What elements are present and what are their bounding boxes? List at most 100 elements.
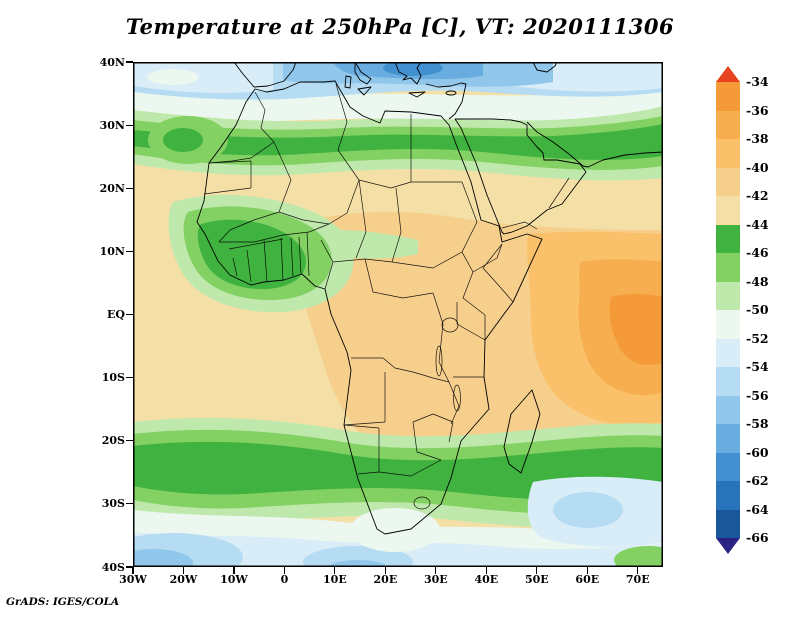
- field-cape-pale: [350, 508, 440, 552]
- colorbar-band: [716, 452, 740, 481]
- colorbar-band: [716, 224, 740, 253]
- lon-tick-label: 70E: [625, 573, 650, 586]
- lat-tick-label: 20S: [101, 434, 125, 448]
- lon-tick-mark: [586, 567, 588, 574]
- colorbar-label: -62: [746, 473, 769, 488]
- colorbar-label: -50: [746, 302, 769, 317]
- lat-tick-mark: [126, 313, 133, 316]
- field-top-left-white-spot: [147, 69, 199, 85]
- coastline-crete: [408, 91, 426, 98]
- colorbar-band: [716, 281, 740, 310]
- colorbar-bottom-arrow: [716, 538, 740, 554]
- coastline-italy: [354, 62, 372, 85]
- colorbar-label: -56: [746, 387, 769, 403]
- credit-text: GrADS: IGES/COLA: [6, 596, 120, 608]
- temperature-map: [133, 62, 663, 567]
- colorbar-label: -40: [746, 159, 769, 175]
- country-borders: [203, 83, 570, 510]
- colorbar-label: -42: [746, 188, 769, 203]
- colorbar-band: [716, 196, 740, 225]
- field-atlantic-green-core: [163, 128, 203, 152]
- colorbar-label: -34: [746, 74, 769, 89]
- lon-tick-mark: [384, 567, 386, 574]
- lat-tick-mark: [126, 503, 133, 505]
- field-north-green-core: [133, 124, 663, 160]
- lon-tick-label: 60E: [575, 573, 600, 586]
- lake-victoria: [441, 317, 459, 333]
- lon-tick-label: 20E: [373, 573, 398, 586]
- lon-tick-label: 10E: [323, 573, 347, 586]
- colorbar-label: -52: [746, 330, 769, 346]
- border-lesotho: [413, 496, 431, 510]
- map-frame: [133, 62, 663, 567]
- colorbar-label: -46: [746, 245, 769, 260]
- plot-title: Temperature at 250hPa [C], VT: 202011130…: [125, 14, 675, 39]
- temperature-field: [133, 62, 663, 567]
- map-area: 40N 30N 20N 10N EQ 10S 20S 30S 40S 30W 20W 10W 0 10E…: [100, 56, 663, 586]
- field-south-green-core: [133, 441, 663, 501]
- lon-tick-label: 0: [280, 573, 289, 586]
- lon-tick-mark: [485, 567, 487, 574]
- coastline-cyprus: [445, 90, 457, 96]
- colorbar-column: [716, 66, 740, 554]
- colorbar: -34 -36 -38 -40 -42 -44 -46 -48 -50 -52 -54 -56 -58 -…: [716, 66, 796, 558]
- colorbar-band: [716, 424, 740, 453]
- colorbar-band: [716, 367, 740, 396]
- lat-tick-label: 10S: [101, 371, 125, 385]
- lon-tick-label: 50E: [524, 573, 549, 586]
- field-bottom-left-blue-core: [133, 549, 193, 567]
- coastline-arabia: [454, 118, 587, 235]
- colorbar-band: [716, 82, 740, 111]
- colorbar-label: -58: [746, 416, 769, 431]
- colorbar-label: -66: [746, 530, 769, 545]
- coastline-madagascar: [503, 389, 541, 474]
- lon-tick-label: 20W: [169, 573, 198, 586]
- coastline-turkey-levant: [425, 82, 467, 120]
- colorbar-labels: -34 -36 -38 -40 -42 -44 -46 -48 -50 -52 -54 -56 -58 -…: [746, 66, 792, 558]
- lon-tick-mark: [637, 567, 639, 574]
- lon-tick-mark: [334, 567, 336, 574]
- colorbar-label: -44: [746, 216, 769, 232]
- lon-tick-mark: [132, 567, 134, 574]
- colorbar-label: -64: [746, 501, 769, 517]
- field-top-blue-darkest: [383, 62, 443, 76]
- field-wafrica-green-core: [197, 219, 306, 290]
- coastline-caspian-tip: [532, 62, 558, 73]
- colorbar-band: [716, 310, 740, 339]
- field-east-madagascar-blue: [553, 492, 623, 528]
- lat-tick-label: 30S: [101, 497, 125, 511]
- lat-tick-label: 10N: [99, 244, 125, 258]
- lat-tick-mark: [126, 187, 133, 189]
- coastline-iberia: [233, 62, 297, 88]
- colorbar-bands: [716, 82, 740, 538]
- lake-malawi: [453, 384, 461, 412]
- lat-tick-label: 40N: [99, 55, 125, 69]
- colorbar-label: -38: [746, 131, 769, 146]
- lat-tick-mark: [126, 250, 133, 252]
- lon-tick-label: 40E: [474, 573, 499, 586]
- lon-tick-label: 30W: [119, 573, 147, 586]
- coastline-iran: [526, 121, 663, 168]
- longitude-axis: 30W 20W 10W 0 10E 20E 30E 40E 50E 60E 70E: [119, 573, 663, 593]
- colorbar-label: -60: [746, 444, 769, 460]
- colorbar-band: [716, 338, 740, 367]
- lat-tick-label: EQ: [107, 308, 125, 321]
- lat-tick-label: 40S: [101, 560, 125, 574]
- colorbar-band: [716, 139, 740, 168]
- lon-tick-mark: [233, 567, 235, 574]
- coastline-africa: [196, 80, 543, 535]
- colorbar-band: [716, 167, 740, 196]
- lon-tick-mark: [283, 567, 286, 574]
- colorbar-band: [716, 395, 740, 424]
- lon-tick-mark: [182, 567, 185, 574]
- latitude-axis: 40N 30N 20N 10N EQ 10S 20S 30S 40S: [83, 56, 127, 574]
- colorbar-band: [716, 110, 740, 139]
- colorbar-band: [716, 253, 740, 282]
- lat-tick-mark: [126, 124, 133, 126]
- colorbar-band: [716, 509, 740, 538]
- field-east-orange-peak: [609, 293, 663, 366]
- coastline-sicily: [357, 86, 372, 96]
- lon-tick-label: 10W: [220, 573, 248, 586]
- colorbar-top-arrow: [716, 66, 740, 82]
